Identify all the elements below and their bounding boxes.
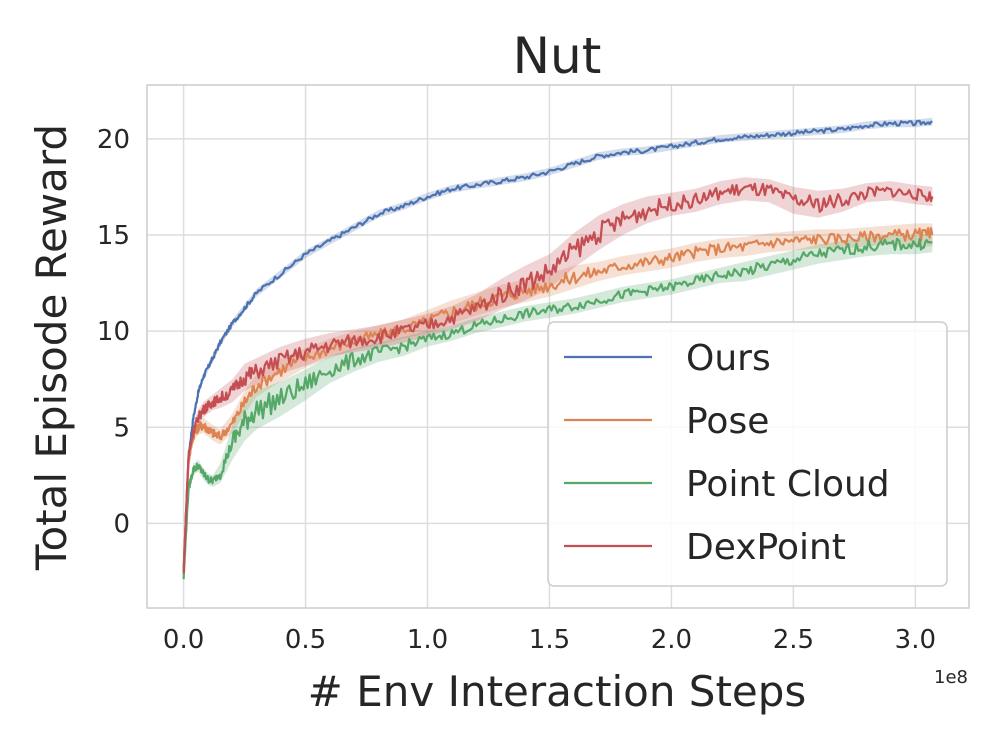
line-ours xyxy=(182,119,933,572)
y-tick-label: 15 xyxy=(97,221,130,251)
line-dexpoint xyxy=(182,182,934,574)
legend-label-point-cloud: Point Cloud xyxy=(686,464,890,505)
band-dexpoint xyxy=(183,177,933,578)
band-point-cloud xyxy=(183,233,933,583)
x-tick-label: 3.0 xyxy=(895,625,936,655)
y-tick-labels: 0 5 10 15 20 xyxy=(97,125,130,540)
confidence-bands xyxy=(183,117,933,583)
y-tick-label: 0 xyxy=(113,509,130,539)
y-tick-label: 20 xyxy=(97,125,130,155)
legend-label-dexpoint: DexPoint xyxy=(686,527,846,568)
line-point-cloud xyxy=(182,237,933,580)
x-tick-label: 0.5 xyxy=(285,625,326,655)
y-axis-label: Total Episode Reward xyxy=(27,124,76,571)
x-offset-label: 1e8 xyxy=(934,667,968,688)
legend-label-pose: Pose xyxy=(686,401,769,442)
band-pose xyxy=(183,223,933,574)
legend: Ours Pose Point Cloud DexPoint xyxy=(547,321,948,587)
y-tick-label: 10 xyxy=(97,317,130,347)
x-tick-label: 2.0 xyxy=(651,625,692,655)
x-tick-label: 0.0 xyxy=(163,625,204,655)
series-lines xyxy=(182,119,934,580)
line-pose xyxy=(182,227,934,570)
legend-label-ours: Ours xyxy=(686,338,771,379)
x-tick-label: 2.5 xyxy=(773,625,814,655)
chart-title: Nut xyxy=(513,27,602,85)
legend-box xyxy=(547,321,948,587)
x-tick-label: 1.0 xyxy=(407,625,448,655)
plot-frame xyxy=(146,84,970,609)
x-tick-labels: 0.0 0.5 1.0 1.5 2.0 2.5 3.0 xyxy=(163,625,936,655)
x-axis-label: # Env Interaction Steps xyxy=(308,667,807,716)
x-tick-label: 1.5 xyxy=(529,625,570,655)
y-tick-label: 5 xyxy=(113,413,130,443)
